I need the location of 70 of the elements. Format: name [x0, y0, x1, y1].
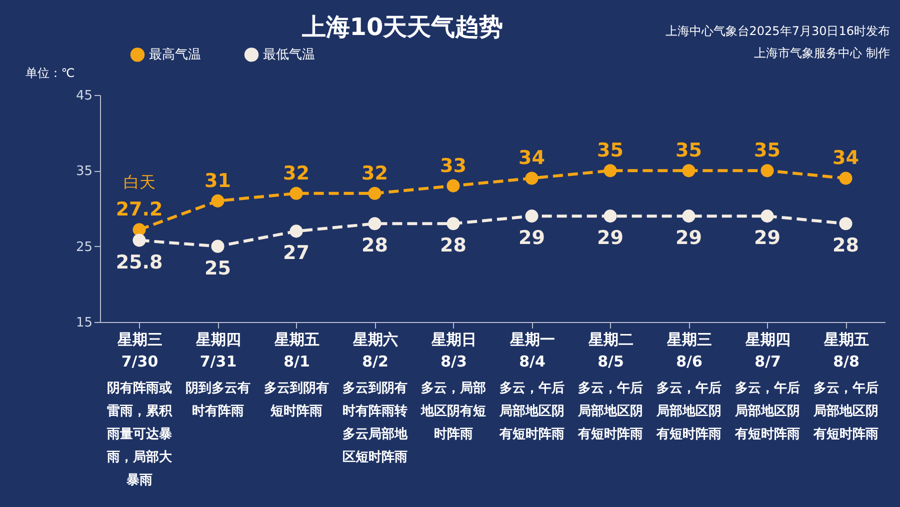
x-tick-label: 星期四 8/7	[744, 330, 790, 370]
text: 多云，午后局部地区阴有短时阵雨	[498, 380, 564, 442]
text: 多云，午后局部地区阴有短时阵雨	[576, 380, 643, 442]
data-label: 35	[676, 140, 702, 162]
annotation: 白天	[123, 172, 156, 192]
x-tick-label: 星期二 8/5	[587, 330, 634, 370]
data-label: 29	[518, 227, 545, 250]
point	[290, 186, 303, 200]
y-tick-label: 25	[76, 240, 92, 255]
data-label: 27	[283, 242, 310, 264]
data-label: 25	[204, 257, 231, 280]
point	[760, 164, 774, 178]
text: 阴有阵雨或雷雨，累积雨量可达暴雨，局部大暴雨	[106, 380, 173, 488]
point	[604, 210, 617, 223]
text: 多云到阴有时有阵雨转多云局部地区短时阵雨	[342, 381, 408, 465]
x-tick-label: 星期五 8/8	[822, 330, 869, 370]
y-axis-title: 单位：℃	[25, 66, 75, 80]
point	[446, 217, 460, 230]
point	[760, 210, 774, 223]
text: 阴到多云有时有阵雨	[185, 381, 250, 419]
data-label: 35	[754, 140, 780, 162]
text: 多云，局部地区阴有短时阵雨	[420, 380, 486, 442]
data-label: 25.8	[116, 251, 163, 274]
data-label: 28	[362, 234, 388, 257]
legend-label: 最低气温	[263, 48, 315, 63]
x-tick-label: 星期三 8/6	[666, 330, 712, 370]
point	[446, 179, 460, 192]
y-tick-label: 35	[76, 164, 92, 180]
point	[132, 234, 146, 247]
point	[839, 172, 852, 185]
x-tick-label: 星期六 8/2	[352, 330, 398, 370]
point	[211, 194, 224, 208]
point	[682, 210, 696, 223]
data-label: 29	[676, 227, 702, 250]
y-tick-label: 45	[76, 88, 92, 104]
text: 上海中心气象台2025年7月30日16时发布	[665, 24, 890, 38]
x-tick-label: 星期五 8/1	[273, 330, 320, 370]
data-label: 33	[440, 154, 466, 177]
data-label: 27.2	[116, 198, 163, 221]
text: 多云，午后局部地区阴有短时阵雨	[812, 380, 878, 442]
data-label: 31	[204, 170, 231, 192]
legend-label: 最高气温	[149, 46, 201, 63]
data-label: 34	[518, 147, 545, 170]
data-label: 29	[597, 227, 624, 250]
point	[682, 164, 696, 178]
data-label: 35	[597, 140, 624, 162]
text: 多云，午后局部地区阴有短时阵雨	[734, 380, 800, 442]
text: 多云到阴有短时阵雨	[264, 381, 329, 419]
text: 多云，午后局部地区阴有短时阵雨	[655, 380, 722, 442]
data-label: 28	[440, 234, 466, 257]
point	[368, 186, 382, 200]
x-tick-label: 星期四 7/31	[194, 330, 241, 370]
point	[368, 217, 382, 230]
point	[525, 172, 538, 185]
point	[211, 240, 224, 253]
data-label: 34	[832, 147, 859, 170]
point	[839, 217, 852, 230]
text: 上海市气象服务中心 制作	[754, 46, 890, 60]
x-tick-label: 星期一 8/4	[508, 330, 555, 370]
data-label: 32	[362, 162, 388, 184]
point	[290, 224, 303, 238]
data-label: 29	[754, 227, 780, 250]
x-tick-label: 星期三 7/30	[116, 330, 162, 370]
point	[604, 164, 617, 178]
data-label: 32	[283, 162, 310, 184]
y-tick-label: 15	[76, 316, 92, 330]
data-label: 28	[832, 234, 859, 257]
point	[525, 210, 538, 223]
chart-title: 上海10天天气趋势	[300, 13, 504, 41]
x-tick-label: 星期日 8/3	[430, 330, 476, 370]
